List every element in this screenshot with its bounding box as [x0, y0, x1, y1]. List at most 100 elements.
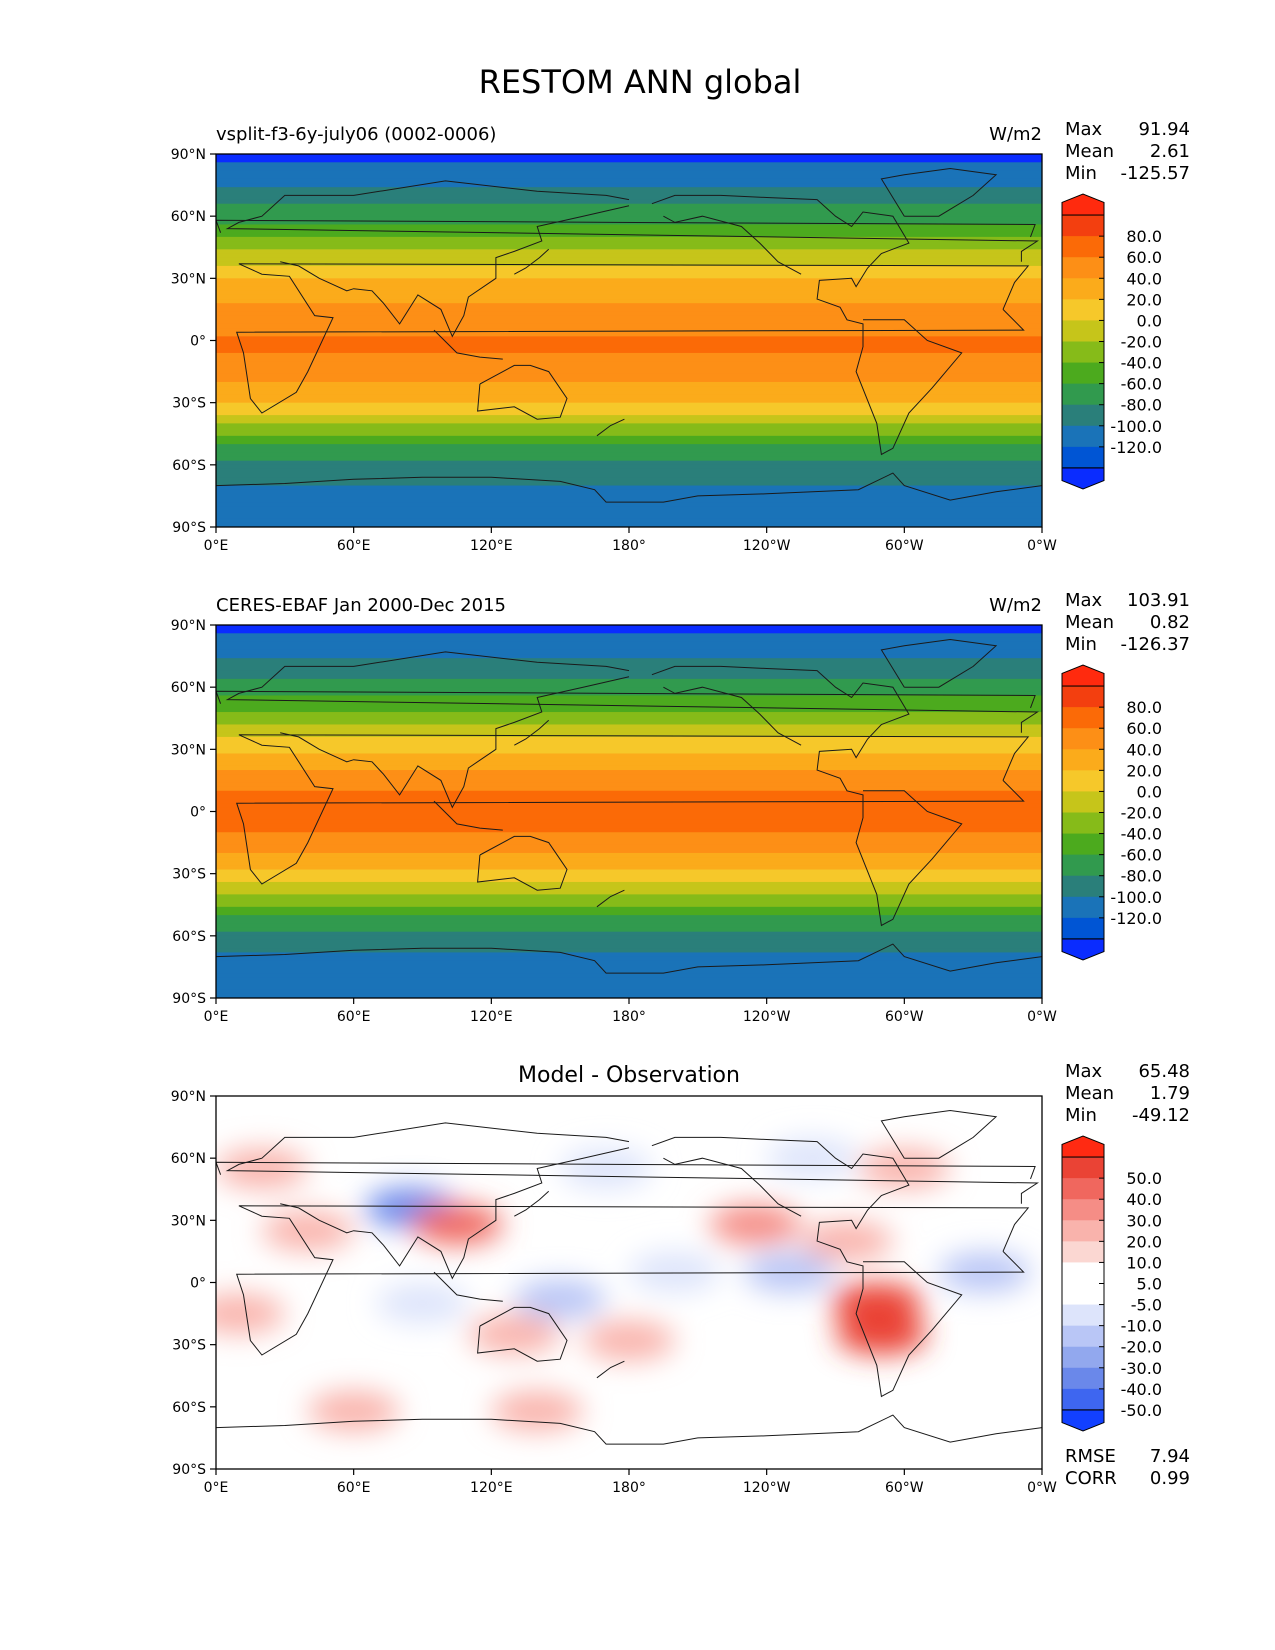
coastline [651, 194, 963, 456]
value-band [216, 898, 1042, 904]
value-band [216, 245, 1042, 250]
value-band [216, 803, 1042, 808]
colorbar-label: 60.0 [1126, 719, 1162, 738]
colorbar-label: -5.0 [1131, 1296, 1162, 1315]
value-band [216, 154, 1042, 159]
value-band [216, 419, 1042, 424]
colorbar-label: 10.0 [1126, 1253, 1162, 1272]
value-band [216, 274, 1042, 279]
value-band [216, 956, 1042, 962]
colorbar-extend-min [1061, 467, 1105, 490]
coastline [433, 800, 503, 831]
coastline [216, 472, 1042, 503]
value-band [216, 344, 1042, 350]
x-tick-label: 60°E [337, 538, 371, 554]
coastline [596, 1360, 625, 1379]
colorbar-label: -120.0 [1110, 909, 1162, 928]
colorbar-extend-max [1061, 664, 1105, 687]
coastline [216, 690, 1036, 709]
colorbar-segment [1062, 896, 1104, 919]
value-band [216, 228, 1042, 234]
value-band [216, 303, 1042, 308]
coastline [236, 263, 1030, 414]
coastlines [216, 638, 1042, 974]
colorbar-label: -40.0 [1121, 825, 1162, 844]
coastlines [216, 167, 1042, 503]
mean-label: Mean [1065, 141, 1114, 162]
colorbar-label: -80.0 [1121, 867, 1162, 886]
colorbar-label: -60.0 [1121, 375, 1162, 394]
colorbar-label: 60.0 [1126, 248, 1162, 267]
value-band [216, 753, 1042, 759]
value-band [216, 294, 1042, 300]
value-band [216, 770, 1042, 775]
coastline [477, 1306, 568, 1362]
colorbar-segment [1062, 917, 1104, 940]
x-tick-label: 0°W [1027, 538, 1057, 554]
colorbar: 80.0 60.0 40.0 20.0 0.0 -20.0 -40.0 -60.0 -80.0 -… [1061, 664, 1162, 961]
colorbar-segment [1062, 1325, 1104, 1348]
value-band [216, 699, 1042, 705]
anomaly-blob [628, 1252, 721, 1293]
value-band [216, 460, 1042, 466]
value-band [216, 514, 1042, 520]
colorbar-label: 0.0 [1137, 311, 1162, 330]
coastline [433, 329, 503, 360]
value-band [216, 328, 1042, 333]
y-tick-label: 90°S [172, 1462, 206, 1478]
min-label: Min [1065, 634, 1097, 655]
value-band [216, 741, 1042, 746]
value-band [216, 745, 1042, 750]
value-band [216, 906, 1042, 912]
coastline [433, 1271, 503, 1302]
value-band [216, 666, 1042, 672]
colorbar-segment [1062, 812, 1104, 835]
coastline [225, 1122, 1040, 1204]
value-band [216, 782, 1042, 788]
y-tick-label: 60°N [171, 680, 206, 696]
panel-observation: CERES-EBAF Jan 2000-Dec 2015 W/m2 Max 10… [171, 590, 1190, 1025]
colorbar-segment [1062, 686, 1104, 708]
colorbar-label: -100.0 [1110, 417, 1162, 436]
y-tick-label: 90°S [172, 520, 206, 536]
value-band [216, 873, 1042, 879]
max-value: 103.91 [1127, 590, 1190, 611]
coastline [880, 1109, 998, 1159]
anomaly-blob [261, 1210, 354, 1251]
value-band [216, 522, 1042, 527]
x-tick-label: 0°E [204, 1480, 229, 1496]
colorbar-label: -30.0 [1121, 1359, 1162, 1378]
anomaly-blob [468, 1314, 561, 1355]
value-band [216, 406, 1042, 412]
x-tick-label: 120°E [470, 538, 513, 554]
colorbar-segment [1062, 1157, 1104, 1179]
value-band [216, 807, 1042, 813]
value-band [216, 241, 1042, 246]
value-band [216, 919, 1042, 924]
metrics-block: RMSE 7.94 CORR 0.99 [1065, 1446, 1190, 1489]
value-band [216, 977, 1042, 983]
value-band [216, 786, 1042, 792]
colorbar-label: -20.0 [1121, 333, 1162, 352]
y-tick-label: 60°N [171, 1151, 206, 1167]
x-tick-label: 180° [612, 1009, 646, 1025]
y-tick-label: 30°S [172, 1338, 206, 1354]
value-band [216, 444, 1042, 449]
value-band [216, 687, 1042, 692]
stats-block: Max 91.94 Mean 2.61 Min -125.57 [1065, 119, 1190, 184]
colorbar-segment [1062, 320, 1104, 342]
value-band [216, 452, 1042, 458]
value-band [216, 716, 1042, 721]
coastline [280, 676, 630, 809]
y-tick-label: 30°S [172, 867, 206, 883]
value-band [216, 973, 1042, 978]
x-tick-label: 60°E [337, 1009, 371, 1025]
x-tick-label: 60°W [885, 538, 924, 554]
value-band [216, 736, 1042, 742]
anomaly-blob [583, 1320, 675, 1361]
x-tick-label: 120°E [470, 1009, 513, 1025]
value-band [216, 840, 1042, 846]
anomaly-blob [830, 1283, 923, 1324]
coastline [651, 1136, 963, 1398]
x-tick-label: 60°W [885, 1009, 924, 1025]
